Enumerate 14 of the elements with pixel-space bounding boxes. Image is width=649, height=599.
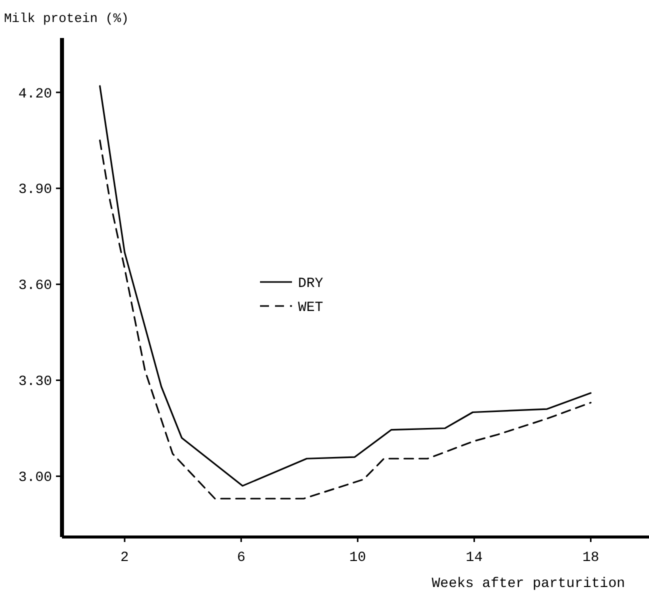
x-tick-label: 6: [236, 550, 246, 566]
y-tick-label: 3.30: [18, 374, 52, 390]
y-tick-label: 3.00: [18, 470, 52, 486]
x-axis-title: Weeks after parturition: [432, 576, 625, 592]
x-tick-label: 10: [349, 550, 366, 566]
x-tick-label: 18: [582, 550, 600, 566]
legend-label: DRY: [298, 276, 324, 292]
y-tick-label: 3.60: [18, 278, 52, 294]
y-tick-label: 4.20: [18, 86, 52, 102]
y-tick-label: 3.90: [18, 182, 52, 198]
x-tick-label: 14: [466, 550, 483, 566]
legend-label: WET: [298, 300, 324, 316]
x-tick-label: 2: [120, 550, 129, 566]
y-axis-title: Milk protein (%): [4, 11, 129, 26]
